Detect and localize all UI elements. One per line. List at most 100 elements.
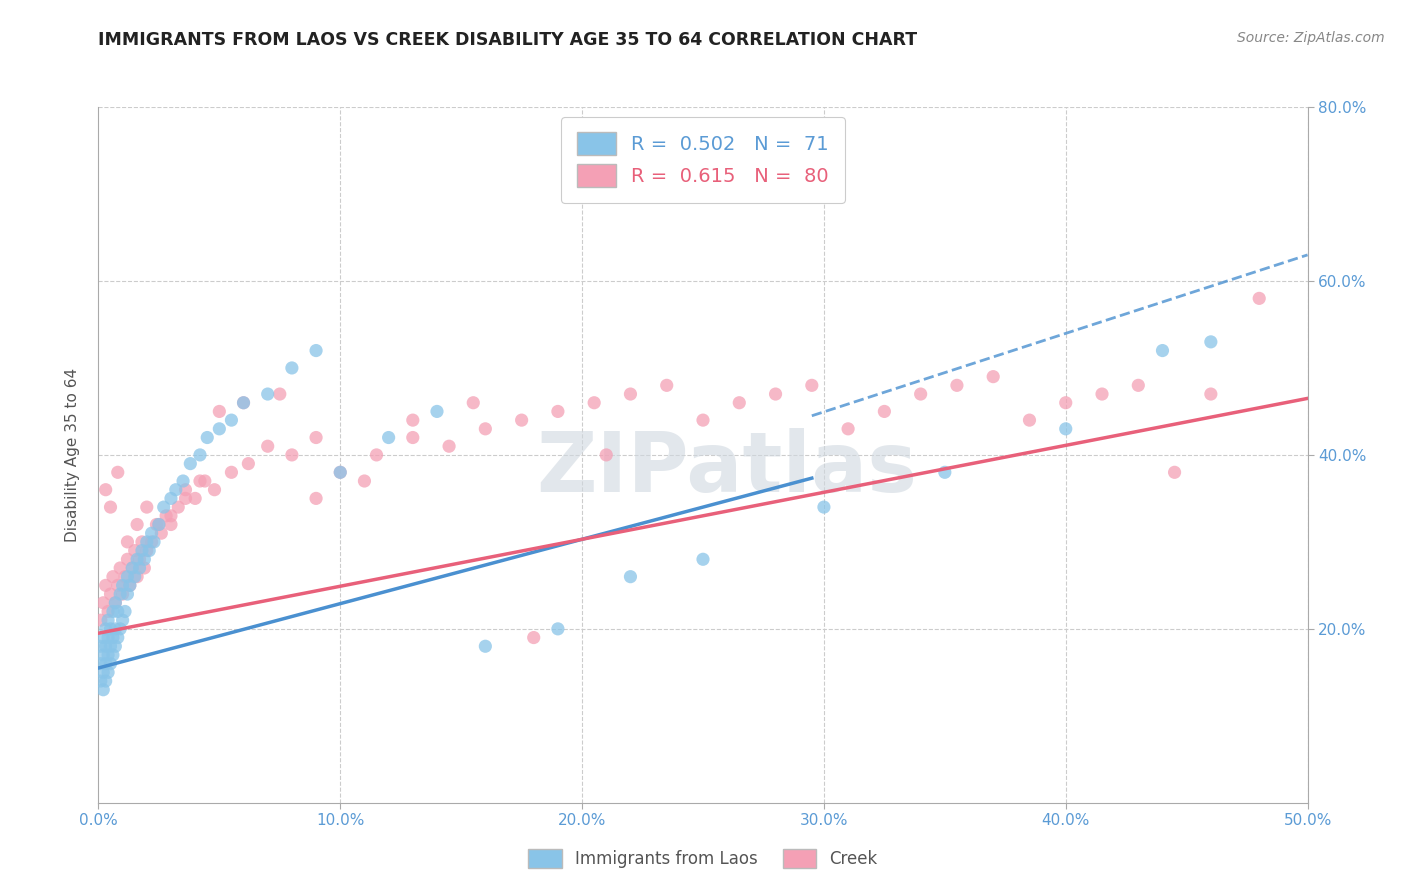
Point <box>104 596 127 610</box>
Point <box>94 674 117 689</box>
Point <box>221 413 243 427</box>
Point <box>91 596 114 610</box>
Point <box>111 578 134 592</box>
Point <box>135 500 157 514</box>
Point <box>108 587 131 601</box>
Point <box>837 422 859 436</box>
Point <box>305 431 328 445</box>
Point <box>800 378 823 392</box>
Point <box>100 587 122 601</box>
Point <box>90 674 112 689</box>
Point <box>150 526 173 541</box>
Point <box>90 639 112 653</box>
Point <box>1249 291 1271 305</box>
Point <box>281 360 304 375</box>
Point <box>141 526 163 541</box>
Point <box>655 378 678 392</box>
Point <box>117 570 139 584</box>
Point <box>873 404 896 418</box>
Point <box>1054 396 1077 410</box>
Point <box>305 491 328 506</box>
Point <box>128 561 150 575</box>
Point <box>172 474 194 488</box>
Point <box>1199 334 1222 349</box>
Point <box>107 631 129 645</box>
Point <box>194 474 217 488</box>
Point <box>100 500 122 514</box>
Point <box>305 343 328 358</box>
Point <box>195 431 218 445</box>
Point <box>152 500 174 514</box>
Point <box>1018 413 1040 427</box>
Point <box>934 466 956 480</box>
Point <box>1128 378 1150 392</box>
Point <box>1091 387 1114 401</box>
Point <box>131 534 153 549</box>
Point <box>108 561 131 575</box>
Text: Source: ZipAtlas.com: Source: ZipAtlas.com <box>1237 31 1385 45</box>
Point <box>692 552 714 566</box>
Point <box>208 404 231 418</box>
Point <box>141 534 163 549</box>
Point <box>329 466 352 480</box>
Point <box>155 508 177 523</box>
Point <box>402 431 425 445</box>
Point <box>127 570 149 584</box>
Point <box>510 413 533 427</box>
Point <box>90 657 112 671</box>
Point <box>97 648 120 662</box>
Point <box>121 561 143 575</box>
Point <box>1199 387 1222 401</box>
Point <box>107 466 129 480</box>
Point <box>118 578 141 592</box>
Point <box>329 466 352 480</box>
Point <box>107 605 129 619</box>
Point <box>101 648 124 662</box>
Point <box>131 543 153 558</box>
Point <box>619 570 641 584</box>
Point <box>117 587 139 601</box>
Point <box>1054 422 1077 436</box>
Point <box>946 378 969 392</box>
Point <box>174 483 197 497</box>
Point <box>107 578 129 592</box>
Point <box>114 605 136 619</box>
Point <box>127 552 149 566</box>
Point <box>97 631 120 645</box>
Point <box>238 457 260 471</box>
Point <box>281 448 304 462</box>
Point <box>583 396 606 410</box>
Point <box>97 665 120 680</box>
Point <box>91 665 114 680</box>
Point <box>165 483 187 497</box>
Point <box>474 422 496 436</box>
Point <box>94 639 117 653</box>
Text: IMMIGRANTS FROM LAOS VS CREEK DISABILITY AGE 35 TO 64 CORRELATION CHART: IMMIGRANTS FROM LAOS VS CREEK DISABILITY… <box>98 31 918 49</box>
Point <box>547 622 569 636</box>
Point <box>135 534 157 549</box>
Point <box>138 543 160 558</box>
Point <box>90 613 112 627</box>
Point <box>910 387 932 401</box>
Point <box>160 517 183 532</box>
Point <box>232 396 254 410</box>
Point <box>104 639 127 653</box>
Point <box>111 587 134 601</box>
Point <box>101 570 124 584</box>
Point <box>135 543 157 558</box>
Point <box>148 517 170 532</box>
Point <box>692 413 714 427</box>
Point <box>94 657 117 671</box>
Point <box>426 404 449 418</box>
Point <box>148 517 170 532</box>
Point <box>143 534 166 549</box>
Point <box>221 466 243 480</box>
Point <box>547 404 569 418</box>
Point <box>108 622 131 636</box>
Point <box>91 631 114 645</box>
Point <box>728 396 751 410</box>
Point <box>174 491 197 506</box>
Text: ZIPatlas: ZIPatlas <box>537 428 918 509</box>
Point <box>91 682 114 697</box>
Point <box>377 431 399 445</box>
